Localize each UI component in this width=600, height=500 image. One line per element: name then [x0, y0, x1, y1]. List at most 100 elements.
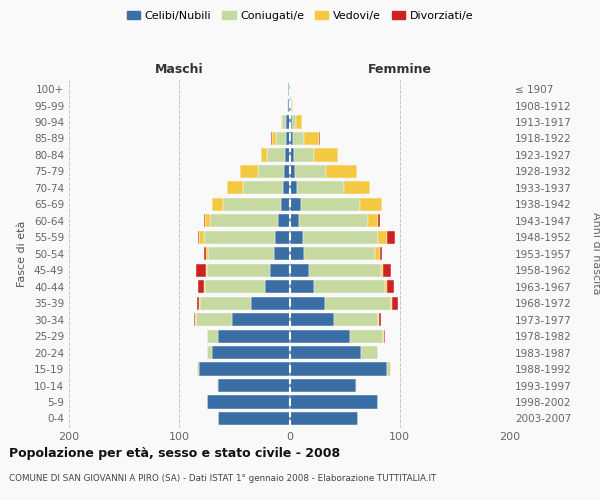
Bar — [319, 132, 320, 145]
Bar — [207, 264, 269, 277]
Bar — [232, 313, 290, 326]
Bar — [196, 264, 206, 277]
Bar — [386, 280, 394, 293]
Bar — [269, 264, 290, 277]
Bar — [290, 396, 378, 408]
Bar — [251, 296, 290, 310]
Bar — [198, 230, 199, 244]
Bar — [360, 198, 382, 211]
Bar — [290, 362, 386, 376]
Bar — [392, 296, 398, 310]
Bar — [290, 182, 297, 194]
Bar — [207, 330, 218, 342]
Bar — [205, 214, 210, 228]
Bar — [290, 148, 294, 162]
Bar — [290, 346, 361, 359]
Bar — [361, 346, 378, 359]
Bar — [199, 230, 203, 244]
Bar — [286, 132, 290, 145]
Bar — [304, 132, 319, 145]
Text: Popolazione per età, sesso e stato civile - 2008: Popolazione per età, sesso e stato civil… — [9, 448, 340, 460]
Bar — [379, 313, 381, 326]
Bar — [203, 280, 205, 293]
Bar — [289, 99, 290, 112]
Bar — [203, 230, 275, 244]
Bar — [217, 379, 218, 392]
Bar — [268, 148, 285, 162]
Bar — [210, 214, 278, 228]
Bar — [296, 116, 302, 128]
Bar — [290, 313, 334, 326]
Bar — [380, 247, 382, 260]
Bar — [261, 148, 268, 162]
Bar — [203, 214, 205, 228]
Bar — [310, 264, 381, 277]
Bar — [271, 132, 272, 145]
Bar — [218, 379, 290, 392]
Bar — [378, 313, 379, 326]
Bar — [350, 330, 383, 342]
Bar — [212, 198, 223, 211]
Bar — [290, 132, 293, 145]
Bar — [208, 247, 274, 260]
Bar — [274, 247, 290, 260]
Bar — [197, 362, 199, 376]
Bar — [282, 116, 286, 128]
Bar — [344, 182, 370, 194]
Bar — [334, 313, 378, 326]
Bar — [275, 230, 290, 244]
Bar — [290, 330, 350, 342]
Bar — [205, 280, 265, 293]
Bar — [301, 198, 360, 211]
Bar — [212, 346, 290, 359]
Bar — [286, 116, 290, 128]
Text: Maschi: Maschi — [155, 63, 203, 76]
Bar — [326, 165, 357, 178]
Bar — [200, 296, 251, 310]
Bar — [203, 247, 206, 260]
Bar — [223, 198, 281, 211]
Bar — [290, 264, 310, 277]
Bar — [207, 396, 290, 408]
Bar — [196, 313, 232, 326]
Bar — [283, 182, 290, 194]
Bar — [290, 230, 303, 244]
Bar — [206, 264, 207, 277]
Y-axis label: Anni di nascita: Anni di nascita — [591, 212, 600, 295]
Bar — [391, 296, 392, 310]
Bar — [194, 313, 196, 326]
Bar — [206, 247, 208, 260]
Bar — [295, 165, 326, 178]
Bar — [198, 280, 203, 293]
Bar — [243, 182, 283, 194]
Bar — [290, 198, 301, 211]
Bar — [303, 230, 378, 244]
Bar — [290, 379, 356, 392]
Text: Femmine: Femmine — [368, 63, 432, 76]
Bar — [287, 99, 289, 112]
Bar — [218, 412, 290, 425]
Bar — [240, 165, 257, 178]
Bar — [376, 247, 380, 260]
Bar — [285, 148, 290, 162]
Bar — [290, 412, 358, 425]
Bar — [292, 99, 293, 112]
Bar — [218, 330, 290, 342]
Bar — [257, 165, 284, 178]
Bar — [290, 247, 304, 260]
Bar — [290, 296, 325, 310]
Bar — [378, 214, 380, 228]
Bar — [265, 280, 290, 293]
Bar — [284, 165, 290, 178]
Bar — [272, 132, 276, 145]
Bar — [386, 362, 391, 376]
Bar — [325, 296, 391, 310]
Bar — [386, 230, 395, 244]
Bar — [199, 296, 200, 310]
Legend: Celibi/Nubili, Coniugati/e, Vedovi/e, Divorziati/e: Celibi/Nubili, Coniugati/e, Vedovi/e, Di… — [122, 6, 478, 26]
Bar — [281, 116, 282, 128]
Bar — [314, 148, 338, 162]
Bar — [381, 264, 383, 277]
Text: COMUNE DI SAN GIOVANNI A PIRO (SA) - Dati ISTAT 1° gennaio 2008 - Elaborazione T: COMUNE DI SAN GIOVANNI A PIRO (SA) - Dat… — [9, 474, 436, 483]
Bar — [290, 165, 295, 178]
